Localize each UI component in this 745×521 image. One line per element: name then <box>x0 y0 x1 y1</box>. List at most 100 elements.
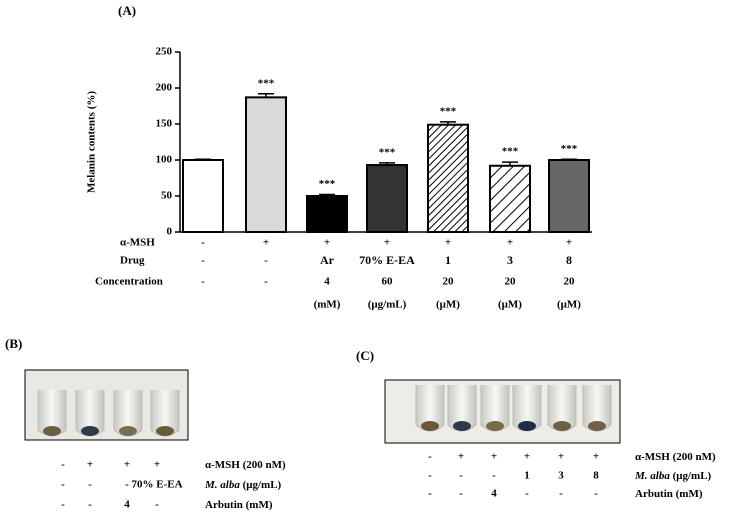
panel-label: (A) <box>118 3 136 18</box>
bar <box>182 159 224 233</box>
row-label: α-MSH (200 nM) <box>205 459 286 471</box>
row-cell: - <box>88 499 92 511</box>
row-cell: 20 <box>505 276 517 288</box>
error-bar <box>379 162 395 166</box>
label-part: Arbutin (mM) <box>205 499 273 511</box>
row-cell: - <box>594 488 598 500</box>
row-cell: - <box>155 499 159 511</box>
row-cell: - <box>525 488 529 500</box>
row-cell: - <box>428 488 432 500</box>
pellet <box>588 421 606 431</box>
photo-tubes <box>384 379 621 444</box>
row-cell: 3 <box>558 470 564 482</box>
y-tick-label: 150 <box>156 118 173 130</box>
pellet <box>81 426 99 436</box>
row-label: M. alba (μg/mL) <box>204 479 282 491</box>
y-tick-label: 0 <box>167 226 173 238</box>
row-label: Drug <box>120 255 145 267</box>
photo-tubes <box>24 369 189 441</box>
row-cell: 4 <box>324 276 330 288</box>
row-cell: 8 <box>593 470 599 482</box>
pellet <box>43 426 61 436</box>
row-cell: - <box>459 470 463 482</box>
row-cell: 4 <box>124 499 130 511</box>
row-cell: - <box>264 276 268 288</box>
row-cell: 60 <box>382 276 394 288</box>
significance: *** <box>502 146 519 158</box>
y-tick-label: 50 <box>161 190 173 202</box>
row-cell: - <box>492 470 496 482</box>
row-cell: - <box>88 479 92 491</box>
pellet <box>421 421 439 431</box>
row-cell: 70% E-EA <box>131 479 182 491</box>
label-part: Arbutin (mM) <box>635 488 703 500</box>
row-cell: + <box>87 459 93 471</box>
label-part: (μg/mL) <box>670 470 712 482</box>
significance: *** <box>440 105 457 117</box>
row-cell: + <box>566 237 572 249</box>
significance: *** <box>258 77 275 89</box>
row-cell: - <box>428 451 432 463</box>
y-tick-label: 200 <box>156 82 173 94</box>
row-cell: - <box>201 276 205 288</box>
error-bar <box>502 161 518 166</box>
row-cell: 1 <box>445 253 451 267</box>
significance: *** <box>379 146 396 158</box>
row-cell: + <box>507 237 513 249</box>
significance: *** <box>561 143 578 155</box>
row-cell: - <box>201 237 205 249</box>
row-cell: + <box>524 451 530 463</box>
row-cell: 8 <box>566 253 572 267</box>
bar <box>366 164 408 233</box>
unit-label: (μM) <box>498 299 522 311</box>
row-cell: + <box>445 237 451 249</box>
y-tick-label: 100 <box>156 154 173 166</box>
label-part: (μg/mL) <box>240 479 282 491</box>
row-label: α-MSH (200 nM) <box>635 451 716 463</box>
bar <box>427 123 469 233</box>
row-cell: 20 <box>443 276 455 288</box>
row-cell: 70% E-EA <box>359 253 415 267</box>
row-cell: 4 <box>491 488 497 500</box>
row-cell: + <box>324 237 330 249</box>
row-cell: - <box>61 499 65 511</box>
error-bar <box>195 158 211 161</box>
unit-label: (μg/mL) <box>368 299 407 311</box>
pellet <box>518 421 536 431</box>
unit-label: (mM) <box>314 299 341 311</box>
pellet <box>119 426 137 436</box>
pellet <box>453 421 471 431</box>
row-cell: 1 <box>524 470 530 482</box>
row-label: Concentration <box>95 276 163 288</box>
row-cell: + <box>491 451 497 463</box>
row-cell: - <box>264 255 268 267</box>
row-cell: - <box>459 488 463 500</box>
row-cell: 3 <box>507 253 513 267</box>
row-cell: + <box>593 451 599 463</box>
pellet <box>553 421 571 431</box>
row-cell: + <box>263 237 269 249</box>
pellet <box>486 421 504 431</box>
row-cell: Ar <box>320 253 335 267</box>
error-bar <box>319 193 335 196</box>
bar <box>548 159 590 233</box>
row-cell: 20 <box>564 276 576 288</box>
row-cell: + <box>154 459 160 471</box>
row-cell: + <box>558 451 564 463</box>
pellet <box>156 426 174 436</box>
panel-label: (C) <box>356 348 374 363</box>
row-label: Arbutin (mM) <box>635 488 703 500</box>
error-bar <box>561 158 577 161</box>
row-cell: + <box>458 451 464 463</box>
row-label: α-MSH <box>120 237 155 249</box>
y-axis-label: Melanin contents (%) <box>86 91 98 193</box>
row-cell: - <box>61 479 65 491</box>
error-bar <box>258 93 274 98</box>
bar <box>489 164 531 233</box>
row-cell: - <box>428 470 432 482</box>
bar <box>245 96 287 233</box>
label-part: M. alba <box>204 479 240 491</box>
row-label: Arbutin (mM) <box>205 499 273 511</box>
bar <box>306 195 348 233</box>
